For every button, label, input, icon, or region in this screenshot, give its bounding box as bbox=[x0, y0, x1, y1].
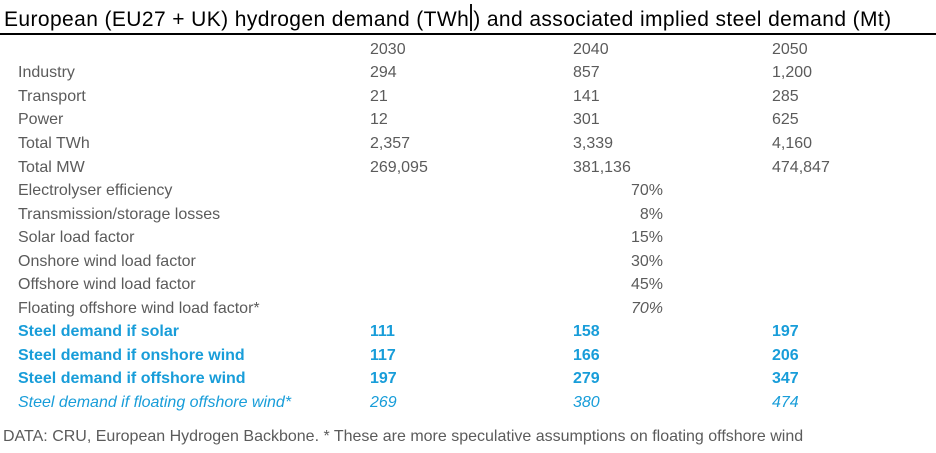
table-row-total-twh: Total TWh 2,357 3,339 4,160 bbox=[0, 132, 936, 156]
table-row-steel-solar: Steel demand if solar 111 158 197 bbox=[0, 321, 936, 345]
table-row-floating-offshore-load-factor: Floating offshore wind load factor* 70% bbox=[0, 297, 936, 321]
value-2030: 21 bbox=[370, 87, 388, 105]
table-row-transport: Transport 21 141 285 bbox=[0, 85, 936, 109]
title-text-before-cursor: European (EU27 + UK) hydrogen demand (TW… bbox=[4, 8, 470, 31]
row-label: Steel demand if offshore wind bbox=[18, 370, 246, 388]
row-label: Floating offshore wind load factor* bbox=[18, 299, 260, 317]
text-cursor bbox=[470, 4, 473, 31]
value-2030: 12 bbox=[370, 111, 388, 129]
value-2030: 111 bbox=[370, 323, 395, 341]
value-2040: 857 bbox=[573, 64, 600, 82]
table-row-power: Power 12 301 625 bbox=[0, 109, 936, 133]
title-text-after-cursor: ) and associated implied steel demand (M… bbox=[473, 8, 892, 31]
value-2030: 269 bbox=[370, 393, 397, 411]
value-2030: 2,357 bbox=[370, 134, 411, 152]
row-label: Steel demand if onshore wind bbox=[18, 346, 245, 364]
value-2030: 117 bbox=[370, 346, 396, 364]
row-label: Electrolyser efficiency bbox=[18, 182, 173, 200]
table-row-total-mw: Total MW 269,095 381,136 474,847 bbox=[0, 156, 936, 180]
page-title: European (EU27 + UK) hydrogen demand (TW… bbox=[4, 4, 892, 33]
value-2030: 197 bbox=[370, 370, 397, 388]
value-2050: 4,160 bbox=[772, 134, 813, 152]
row-label: Onshore wind load factor bbox=[18, 252, 196, 270]
source-note: DATA: CRU, European Hydrogen Backbone. *… bbox=[3, 428, 804, 445]
value-2040: 279 bbox=[573, 370, 600, 388]
assumption-value: 70% bbox=[630, 299, 663, 317]
value-2050: 1,200 bbox=[772, 64, 813, 82]
col-header-2030: 2030 bbox=[370, 40, 406, 58]
value-2050: 625 bbox=[772, 111, 799, 129]
value-2050: 474,847 bbox=[772, 158, 830, 176]
table-row-transmission-losses: Transmission/storage losses 8% bbox=[0, 203, 936, 227]
value-2040: 381,136 bbox=[573, 158, 631, 176]
table-row-steel-onshore-wind: Steel demand if onshore wind 117 166 206 bbox=[0, 344, 936, 368]
table-row-industry: Industry 294 857 1,200 bbox=[0, 62, 936, 86]
table-row-solar-load-factor: Solar load factor 15% bbox=[0, 226, 936, 250]
value-2030: 269,095 bbox=[370, 158, 428, 176]
table-row-offshore-wind-load-factor: Offshore wind load factor 45% bbox=[0, 273, 936, 297]
value-2050: 206 bbox=[772, 346, 799, 364]
row-label: Industry bbox=[18, 64, 75, 82]
value-2040: 141 bbox=[573, 87, 600, 105]
row-label: Transport bbox=[18, 87, 86, 105]
assumption-value: 45% bbox=[630, 276, 663, 294]
value-2050: 197 bbox=[772, 323, 799, 341]
row-label: Steel demand if solar bbox=[18, 323, 179, 341]
col-header-2040: 2040 bbox=[573, 40, 609, 58]
title-underline bbox=[0, 33, 936, 35]
row-label: Transmission/storage losses bbox=[18, 205, 221, 223]
col-header-2050: 2050 bbox=[772, 40, 808, 58]
value-2040: 3,339 bbox=[573, 134, 614, 152]
value-2050: 474 bbox=[772, 393, 799, 411]
value-2050: 285 bbox=[772, 87, 799, 105]
row-label: Solar load factor bbox=[18, 229, 135, 247]
value-2040: 166 bbox=[573, 346, 600, 364]
assumption-value: 70% bbox=[630, 182, 663, 200]
value-2040: 158 bbox=[573, 323, 600, 341]
value-2050: 347 bbox=[772, 370, 799, 388]
row-label: Offshore wind load factor bbox=[18, 276, 196, 294]
row-label: Total MW bbox=[18, 158, 85, 176]
table-row-steel-offshore-wind: Steel demand if offshore wind 197 279 34… bbox=[0, 368, 936, 392]
table-row-electrolyser-efficiency: Electrolyser efficiency 70% bbox=[0, 179, 936, 203]
value-2040: 301 bbox=[573, 111, 600, 129]
assumption-value: 30% bbox=[630, 252, 663, 270]
assumption-value: 15% bbox=[630, 229, 663, 247]
row-label: Power bbox=[18, 111, 64, 129]
row-label: Total TWh bbox=[18, 134, 90, 152]
value-2040: 380 bbox=[573, 393, 600, 411]
value-2030: 294 bbox=[370, 64, 397, 82]
row-label: Steel demand if floating offshore wind* bbox=[18, 393, 292, 411]
table-row-onshore-wind-load-factor: Onshore wind load factor 30% bbox=[0, 250, 936, 274]
data-table: 2030 2040 2050 Industry 294 857 1,200 Tr… bbox=[0, 38, 936, 415]
table-header-row: 2030 2040 2050 bbox=[0, 38, 936, 62]
assumption-value: 8% bbox=[639, 205, 663, 223]
table-row-steel-floating-offshore-wind: Steel demand if floating offshore wind* … bbox=[0, 391, 936, 415]
